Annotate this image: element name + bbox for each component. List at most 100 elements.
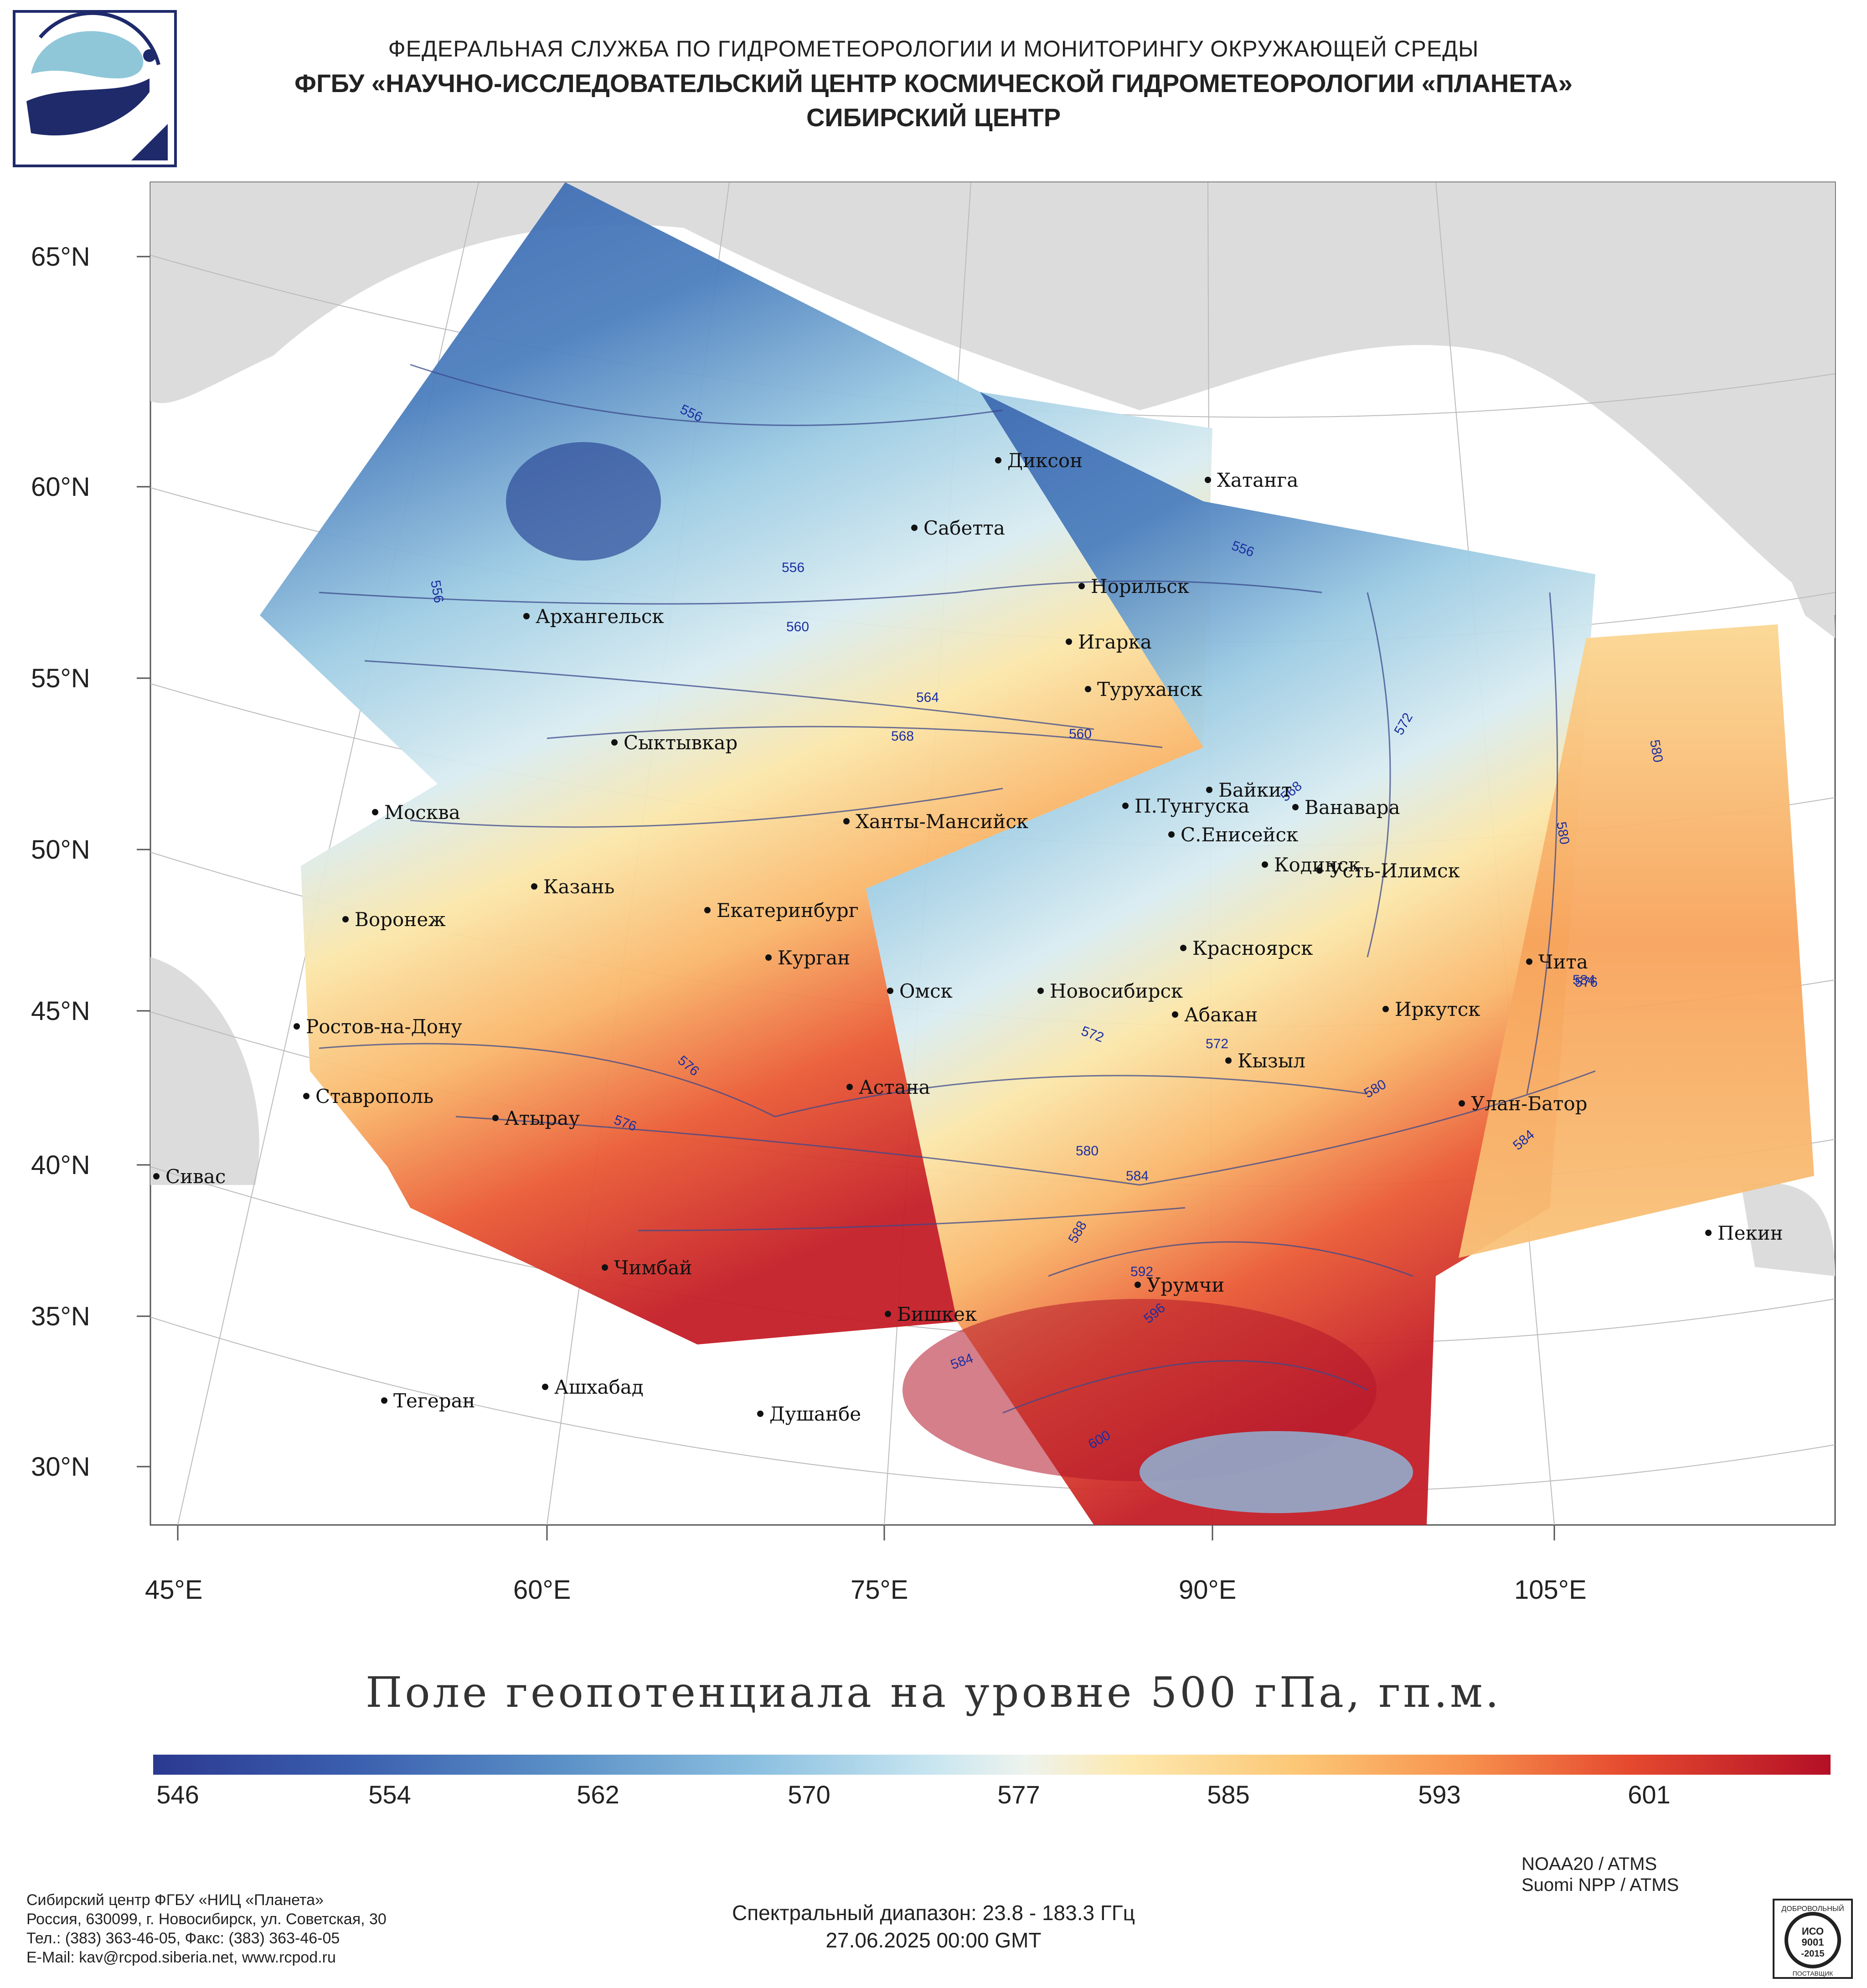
svg-text:Урумчи: Урумчи: [1147, 1274, 1224, 1296]
city-marker: Екатеринбург: [704, 899, 859, 922]
city-marker: Сыктывкар: [611, 731, 738, 754]
svg-text:Душанбе: Душанбе: [769, 1403, 861, 1425]
city-marker: Атырау: [492, 1107, 580, 1129]
arctic-land: [150, 182, 1835, 615]
svg-text:Астана: Астана: [859, 1076, 930, 1098]
central-swath: [866, 392, 1595, 1525]
colorbar-tick: 554: [368, 1780, 411, 1809]
city-markers: Диксон Хатанга Сабетта Норильск Архангел…: [153, 449, 1783, 1425]
city-marker: Чимбай: [602, 1257, 692, 1279]
north-low: [506, 442, 661, 561]
isoline-label: 576: [1575, 975, 1598, 990]
header-agency: ФЕДЕРАЛЬНАЯ СЛУЖБА ПО ГИДРОМЕТЕОРОЛОГИИ …: [388, 36, 1479, 62]
lon-label: 45°E: [145, 1575, 203, 1605]
footer-org: Сибирский центр ФГБУ «НИЦ «Планета» Росс…: [26, 1890, 387, 1967]
colorbar-tick: 601: [1628, 1780, 1671, 1809]
svg-text:Иркутск: Иркутск: [1395, 998, 1480, 1020]
geopotential-map: 556 556 556 556 560 564 568 560 572 568 …: [137, 181, 1836, 1540]
svg-text:Казань: Казань: [543, 876, 614, 898]
observation-datetime: 27.06.2025 00:00 GMT: [825, 1928, 1042, 1952]
isoline-label: 568: [891, 729, 914, 744]
isoline-label: 556: [782, 560, 805, 575]
svg-text:Улан-Батор: Улан-Батор: [1471, 1092, 1588, 1115]
svg-text:Архангельск: Архангельск: [536, 605, 664, 628]
svg-text:Туруханск: Туруханск: [1097, 678, 1202, 700]
colorbar-tick: 562: [577, 1780, 619, 1809]
colorbar-tick: 593: [1418, 1780, 1461, 1809]
city-marker: Сабетта: [911, 517, 1005, 539]
colorbar-tick: 585: [1207, 1780, 1250, 1809]
svg-text:Сивас: Сивас: [165, 1165, 226, 1188]
city-marker: Туруханск: [1085, 678, 1202, 700]
svg-text:ПОСТАВЩИК: ПОСТАВЩИК: [1793, 1970, 1834, 1977]
colorbar-tick: 570: [788, 1780, 830, 1809]
svg-text:Атырау: Атырау: [505, 1107, 580, 1129]
lon-label: 90°E: [1179, 1575, 1237, 1605]
caspian-land: [150, 957, 259, 1185]
city-marker: Байкит: [1206, 779, 1292, 801]
svg-text:С.Енисейск: С.Енисейск: [1181, 824, 1298, 846]
svg-text:Омск: Омск: [899, 980, 953, 1002]
city-marker: Душанбе: [757, 1403, 861, 1425]
city-marker: Норильск: [1078, 575, 1189, 597]
lat-label: 30°N: [31, 1452, 90, 1482]
svg-text:Усть-Илимск: Усть-Илимск: [1329, 860, 1460, 882]
city-marker: Ванавара: [1292, 796, 1400, 819]
city-marker: Тегеран: [381, 1390, 475, 1412]
svg-text:Байкит: Байкит: [1218, 779, 1292, 801]
city-marker: Астана: [846, 1076, 930, 1098]
city-marker: Красноярск: [1180, 937, 1313, 959]
svg-text:Сыктывкар: Сыктывкар: [624, 731, 738, 754]
city-marker: Игарка: [1066, 631, 1152, 653]
footer-org-address: Россия, 630099, г. Новосибирск, ул. Сове…: [26, 1911, 387, 1928]
city-marker: Новосибирск: [1037, 980, 1183, 1002]
city-marker: Урумчи: [1135, 1274, 1224, 1296]
city-marker: Воронеж: [342, 908, 446, 931]
city-marker: Кызыл: [1225, 1050, 1305, 1072]
svg-text:Бишкек: Бишкек: [897, 1303, 977, 1325]
svg-text:9001: 9001: [1802, 1936, 1824, 1948]
city-marker: Архангельск: [523, 605, 664, 628]
isoline-label: 564: [916, 690, 939, 705]
city-marker: Омск: [887, 980, 953, 1002]
colorbar-tick: 577: [997, 1780, 1040, 1809]
lon-label: 75°E: [851, 1575, 908, 1605]
svg-text:Диксон: Диксон: [1007, 449, 1083, 472]
city-marker: Пекин: [1705, 1222, 1783, 1244]
svg-text:П.Тунгуска: П.Тунгуска: [1135, 795, 1249, 817]
lon-label: 60°E: [513, 1575, 571, 1605]
svg-text:Сабетта: Сабетта: [923, 517, 1005, 539]
lat-label: 55°N: [31, 664, 90, 693]
city-marker: С.Енисейск: [1168, 824, 1298, 846]
lat-label: 65°N: [31, 242, 90, 272]
isoline-label: 580: [1076, 1143, 1099, 1159]
svg-text:ДОБРОВОЛЬНЫЙ: ДОБРОВОЛЬНЫЙ: [1781, 1904, 1844, 1913]
city-marker: Диксон: [995, 449, 1083, 472]
city-marker: Курган: [765, 947, 850, 969]
map-title: Поле геопотенциала на уровне 500 гПа, гп…: [366, 1668, 1501, 1717]
isoline-label: 560: [786, 619, 809, 634]
header-institute: ФГБУ «НАУЧНО-ИССЛЕДОВАТЕЛЬСКИЙ ЦЕНТР КОС…: [294, 69, 1573, 98]
svg-text:Кызыл: Кызыл: [1238, 1050, 1305, 1072]
city-marker: Бишкек: [885, 1303, 977, 1325]
tibet-cold: [1140, 1431, 1413, 1513]
spectral-range: Спектральный диапазон: 23.8 - 183.3 ГГц: [732, 1901, 1135, 1925]
city-marker: Ставрополь: [303, 1085, 433, 1107]
svg-text:Ванавара: Ванавара: [1305, 796, 1400, 819]
svg-text:Хатанга: Хатанга: [1217, 469, 1298, 491]
svg-text:Абакан: Абакан: [1184, 1004, 1258, 1026]
svg-text:Ашхабад: Ашхабад: [554, 1376, 644, 1398]
isoline-label: 572: [1206, 1036, 1228, 1051]
svg-text:Чимбай: Чимбай: [614, 1257, 692, 1279]
satellite-noaa20: NOAA20 / ATMS: [1521, 1854, 1657, 1874]
svg-text:Тегеран: Тегеран: [393, 1390, 475, 1412]
city-marker: Ханты-Мансийск: [843, 810, 1028, 833]
city-marker: Казань: [531, 876, 614, 898]
svg-text:Воронеж: Воронеж: [355, 908, 446, 931]
lat-label: 60°N: [31, 472, 90, 502]
svg-text:Ставрополь: Ставрополь: [315, 1085, 433, 1107]
isoline-label: 592: [1130, 1264, 1153, 1279]
china-coast: [1741, 1183, 1835, 1276]
svg-text:Москва: Москва: [384, 801, 460, 824]
header-center: СИБИРСКИЙ ЦЕНТР: [806, 103, 1061, 132]
